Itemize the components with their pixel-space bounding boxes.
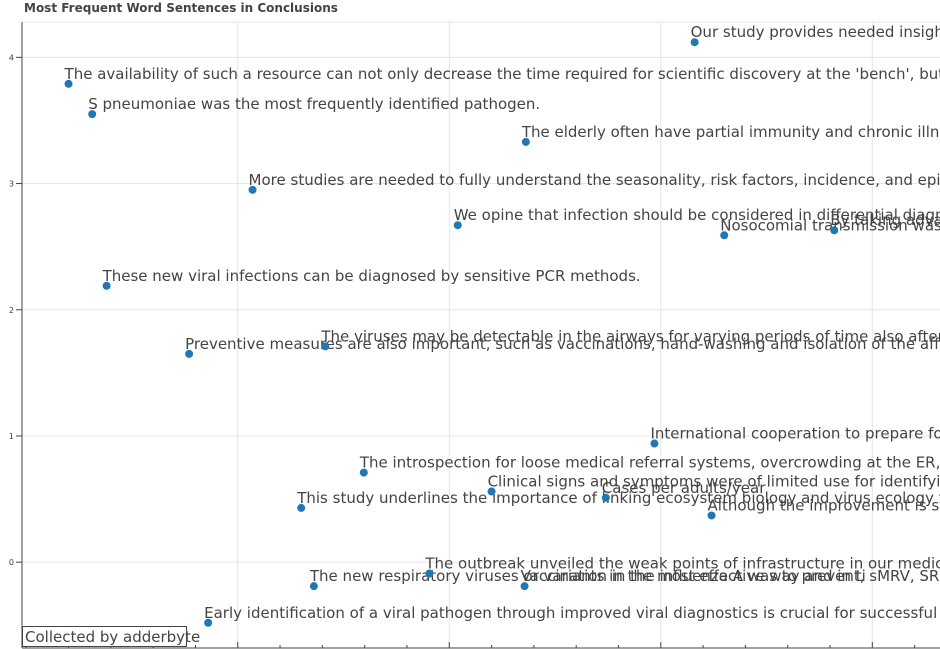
scatter-point[interactable] bbox=[64, 79, 73, 88]
point-label: Although the improvement is still ongoin… bbox=[708, 496, 940, 514]
gridlines bbox=[22, 22, 940, 648]
scatter-point[interactable] bbox=[425, 569, 434, 578]
y-tick-label: 2 bbox=[9, 306, 14, 315]
point-label: More studies are needed to fully underst… bbox=[249, 171, 940, 189]
point-label: Our study provides needed insight into c… bbox=[691, 23, 940, 41]
point-label: Early identification of a viral pathogen… bbox=[204, 604, 940, 622]
point-label: Vaccination in the influenza A was to pr… bbox=[521, 567, 940, 585]
scatter-point[interactable] bbox=[185, 349, 194, 358]
y-tick-label: 0 bbox=[9, 558, 14, 567]
data-points bbox=[64, 38, 839, 627]
point-label: This study underlines the importance of … bbox=[296, 489, 940, 507]
scatter-point[interactable] bbox=[650, 439, 659, 448]
y-tick-label: 3 bbox=[9, 180, 14, 189]
credit-label: Collected by adderbyte bbox=[22, 626, 200, 647]
point-label: By taking advantage of bbox=[830, 211, 940, 229]
scatter-point[interactable] bbox=[690, 38, 699, 47]
scatter-point[interactable] bbox=[830, 226, 839, 235]
y-tick-label: 4 bbox=[9, 53, 14, 62]
point-label: Preventive measures are also important, … bbox=[185, 335, 940, 353]
scatter-point[interactable] bbox=[204, 618, 213, 627]
scatter-point[interactable] bbox=[297, 503, 306, 512]
point-label: The outbreak unveiled the weak points of… bbox=[424, 555, 940, 573]
chart-title: Most Frequent Word Sentences in Conclusi… bbox=[24, 1, 338, 15]
scatter-point[interactable] bbox=[521, 137, 530, 146]
scatter-point[interactable] bbox=[359, 468, 368, 477]
point-labels: Our study provides needed insight into c… bbox=[64, 23, 940, 622]
scatter-point[interactable] bbox=[487, 487, 496, 496]
scatter-point[interactable] bbox=[102, 281, 111, 290]
scatter-point[interactable] bbox=[707, 511, 716, 520]
point-label: The introspection for loose medical refe… bbox=[359, 454, 940, 472]
scatter-point[interactable] bbox=[321, 342, 330, 351]
point-label: International cooperation to prepare for… bbox=[650, 425, 940, 443]
scatter-point[interactable] bbox=[309, 582, 318, 591]
point-label: S pneumoniae was the most frequently ide… bbox=[88, 95, 540, 113]
point-label: Clinical signs and symptoms were of limi… bbox=[488, 473, 940, 491]
point-label: We opine that infection should be consid… bbox=[454, 206, 940, 224]
point-label: The availability of such a resource can … bbox=[64, 65, 940, 83]
point-label: Nosocomial transmission was one of the bbox=[720, 216, 940, 234]
scatter-point[interactable] bbox=[520, 582, 529, 591]
point-label: The viruses may be detectable in the air… bbox=[320, 327, 940, 345]
point-label: These new viral infections can be diagno… bbox=[102, 267, 641, 285]
point-label: Cases per adults/year bbox=[602, 479, 766, 497]
scatter-point[interactable] bbox=[601, 493, 610, 502]
axis-ticks: 0 1 2 3 4 bbox=[9, 53, 916, 648]
scatter-point[interactable] bbox=[88, 110, 97, 119]
point-label: The new respiratory viruses or variants … bbox=[309, 567, 866, 585]
point-label: The elderly often have partial immunity … bbox=[521, 123, 940, 141]
y-tick-label: 1 bbox=[9, 432, 14, 441]
scatter-point[interactable] bbox=[248, 185, 257, 194]
scatter-point[interactable] bbox=[720, 231, 729, 240]
scatter-point[interactable] bbox=[453, 221, 462, 230]
plot-frame bbox=[21, 21, 940, 649]
